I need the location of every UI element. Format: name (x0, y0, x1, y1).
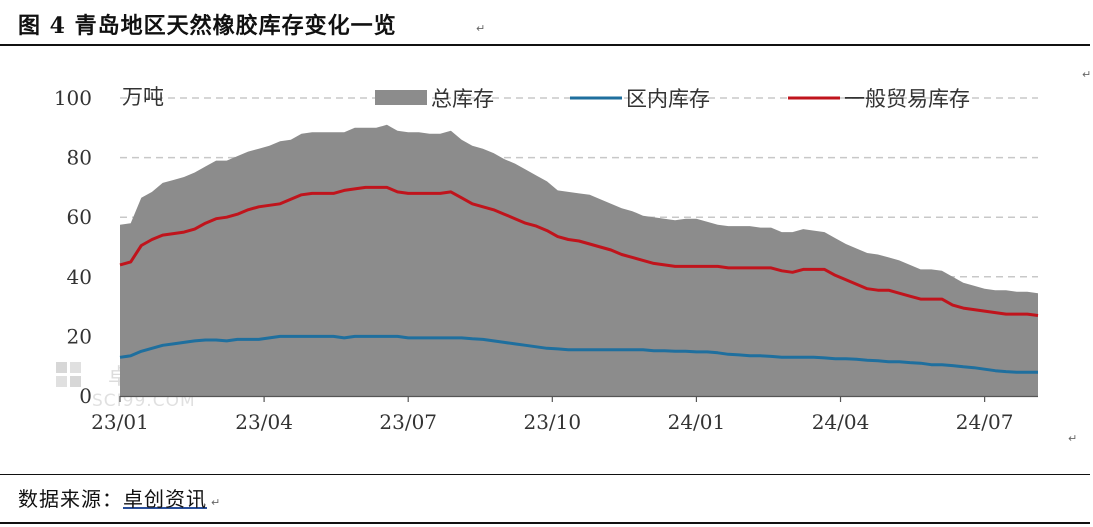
source-top-rule (0, 474, 1090, 475)
y-unit-label: 万吨 (122, 85, 164, 109)
x-tick-label: 23/04 (235, 410, 293, 434)
area-total-inventory (120, 124, 1038, 397)
line-bonded-inventory (119, 334, 1038, 374)
bottom-rule (0, 522, 1090, 524)
paragraph-mark-icon: ↵ (1068, 432, 1078, 445)
y-tick-label: 60 (67, 205, 92, 229)
paragraph-mark-icon: ↵ (211, 496, 222, 509)
y-axis: 0 20 40 60 80 100 (54, 86, 92, 408)
paragraph-mark-icon: ↵ (476, 22, 486, 35)
y-tick-label: 20 (67, 324, 92, 348)
watermark-logo-icon (70, 362, 81, 373)
title-bar: 图 4 青岛地区天然橡胶库存变化一览 (0, 0, 1093, 46)
source-label: 数据来源： (18, 487, 123, 511)
legend-label: 总库存 (431, 87, 494, 111)
watermark-logo-icon (56, 376, 67, 387)
y-tick-label: 100 (54, 86, 92, 110)
source-org-link[interactable]: 卓创资讯 (123, 487, 207, 511)
area-series (120, 124, 1038, 397)
legend-label: 一般贸易库存 (844, 87, 970, 111)
watermark-logo-icon (70, 376, 81, 387)
x-tick-label: 24/04 (812, 410, 870, 434)
x-tick-label: 23/01 (91, 410, 149, 434)
x-axis: 23/01 23/04 23/07 23/10 24/01 24/04 24/07 (91, 395, 1038, 434)
x-tick-label: 23/07 (379, 410, 437, 434)
x-tick-label: 24/07 (956, 410, 1014, 434)
line-series (119, 185, 1039, 374)
y-tick-label: 80 (67, 146, 92, 170)
paragraph-mark-icon: ↵ (1082, 68, 1092, 81)
legend-label: 区内库存 (626, 87, 710, 111)
y-tick-label: 0 (79, 384, 92, 408)
legend-swatch (375, 90, 427, 105)
top-rule (0, 44, 1090, 46)
source-line: 数据来源：卓创资讯 ↵ (18, 483, 221, 512)
watermark-logo-icon (56, 362, 67, 373)
y-tick-label: 40 (67, 265, 92, 289)
x-tick-label: 23/10 (523, 410, 581, 434)
line-general-trade-inventory (119, 185, 1039, 317)
legend: 总库存 区内库存 一般贸易库存 (375, 87, 970, 111)
figure-title: 图 4 青岛地区天然橡胶库存变化一览 (18, 13, 397, 39)
x-tick-label: 24/01 (668, 410, 726, 434)
